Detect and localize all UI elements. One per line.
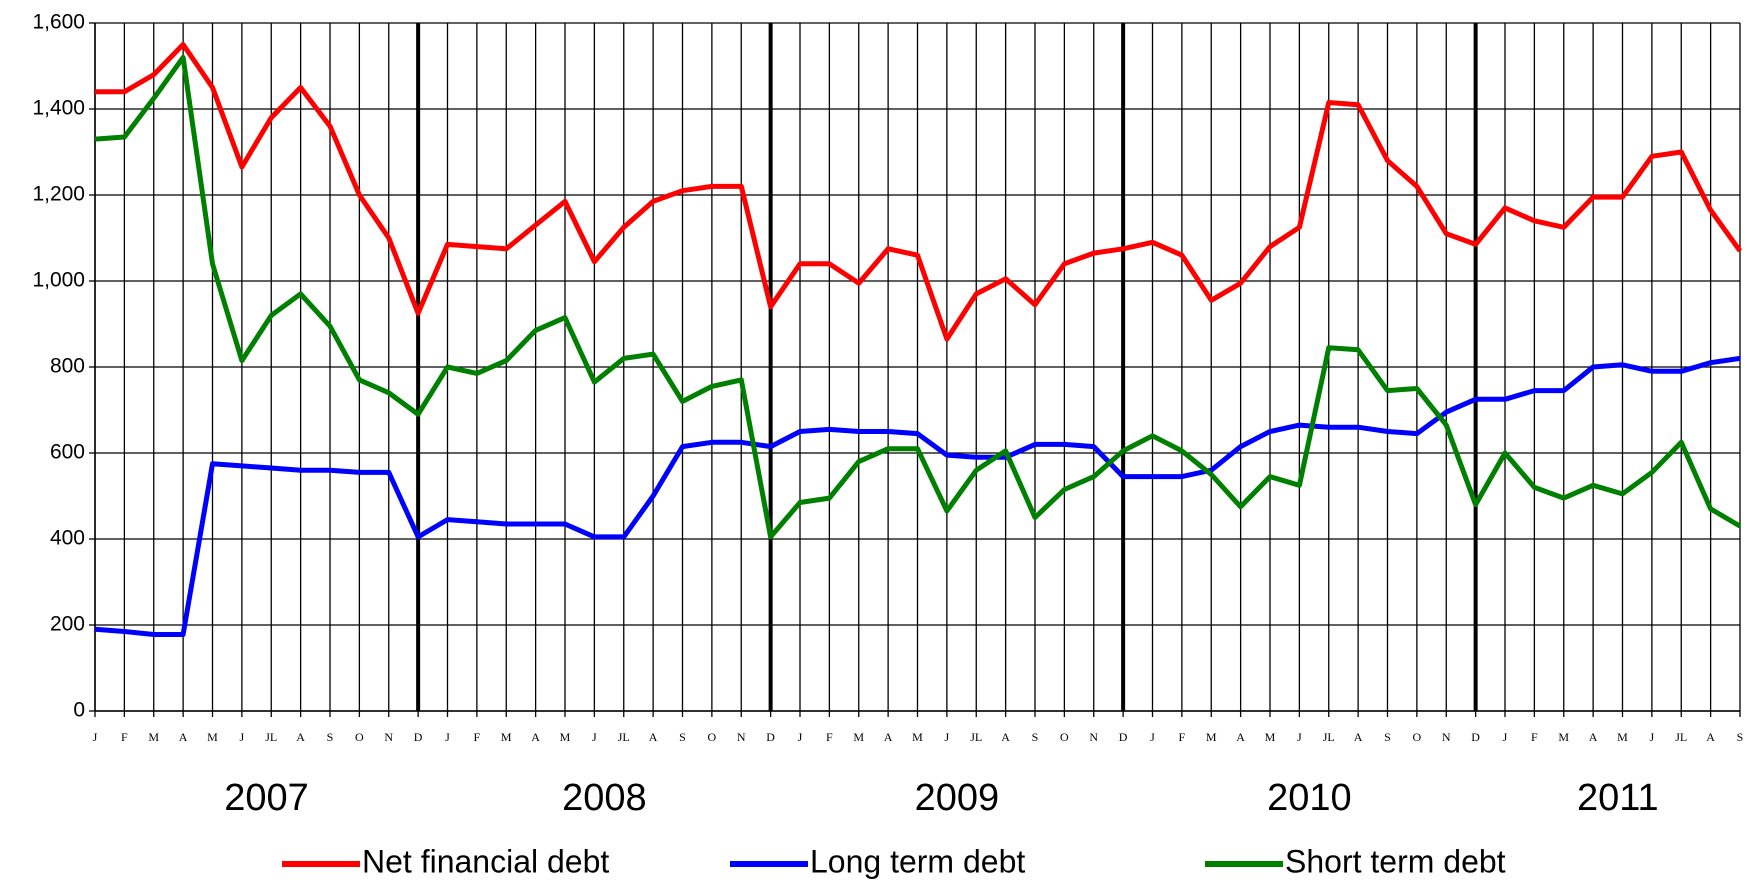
x-tick-label: A [296,730,305,744]
x-tick-label: M [853,730,864,744]
y-tick-label: 0 [73,699,85,722]
x-tick-label: A [1706,730,1715,744]
x-tick-label: J [1650,730,1655,744]
x-tick-label: S [1384,730,1391,744]
x-tick-label: J [93,730,98,744]
x-tick-label: O [355,730,364,744]
x-tick-label: S [679,730,686,744]
x-tick-label: O [1413,730,1422,744]
x-tick-label: JL [1675,730,1687,744]
x-group-label: 2011 [1577,777,1659,819]
x-tick-label: N [737,730,746,744]
x-group-label: 2008 [562,777,647,819]
x-tick-label: F [1531,730,1538,744]
x-tick-label: M [207,730,218,744]
x-group-label: 2007 [224,777,309,819]
x-tick-label: A [1354,730,1363,744]
x-group-label: 2010 [1267,777,1352,819]
x-tick-label: N [1442,730,1451,744]
x-tick-label: D [766,730,775,744]
x-tick-label: A [531,730,540,744]
x-tick-label: M [1617,730,1628,744]
x-tick-label: S [327,730,334,744]
x-tick-label: D [414,730,423,744]
x-tick-label: JL [265,730,277,744]
x-tick-label: A [179,730,188,744]
x-tick-label: J [592,730,597,744]
legend-label: Net financial debt [362,843,609,879]
x-tick-label: JL [1323,730,1335,744]
series-line [94,355,1741,637]
x-tick-label: F [826,730,833,744]
x-tick-label: N [384,730,393,744]
y-tick-label: 1,000 [32,269,85,292]
x-tick-label: S [1737,730,1744,744]
x-tick-label: J [445,730,450,744]
x-tick-label: J [1503,730,1508,744]
x-tick-label: F [474,730,481,744]
x-tick-label: JL [618,730,630,744]
y-tick-label: 800 [50,355,85,378]
x-tick-label: J [240,730,245,744]
x-tick-label: JL [970,730,982,744]
x-tick-label: M [148,730,159,744]
x-tick-label: O [708,730,717,744]
x-tick-label: M [912,730,923,744]
series-line [95,42,1743,342]
x-tick-label: A [1589,730,1598,744]
legend-label: Short term debt [1285,843,1506,879]
y-tick-label: 1,400 [32,97,85,120]
y-tick-label: 400 [50,527,85,550]
y-tick-label: 1,600 [32,11,85,34]
series-line [94,54,1742,540]
x-tick-label: J [945,730,950,744]
x-tick-label: F [1179,730,1186,744]
x-tick-label: M [501,730,512,744]
x-tick-label: A [649,730,658,744]
x-tick-label: O [1060,730,1069,744]
legend-label: Long term debt [810,843,1025,879]
x-tick-label: M [1265,730,1276,744]
x-tick-label: A [1236,730,1245,744]
x-tick-label: A [884,730,893,744]
x-tick-label: D [1119,730,1128,744]
x-tick-label: F [121,730,128,744]
x-tick-label: J [1150,730,1155,744]
x-tick-label: M [560,730,571,744]
x-tick-label: M [1206,730,1217,744]
x-tick-label: M [1558,730,1569,744]
x-tick-label: D [1471,730,1480,744]
y-tick-label: 600 [50,441,85,464]
x-tick-label: A [1001,730,1010,744]
y-tick-label: 200 [50,613,85,636]
x-tick-label: S [1032,730,1039,744]
x-tick-label: J [798,730,803,744]
x-group-label: 2009 [915,777,1000,819]
x-tick-label: N [1089,730,1098,744]
y-tick-label: 1,200 [32,183,85,206]
x-tick-label: J [1297,730,1302,744]
